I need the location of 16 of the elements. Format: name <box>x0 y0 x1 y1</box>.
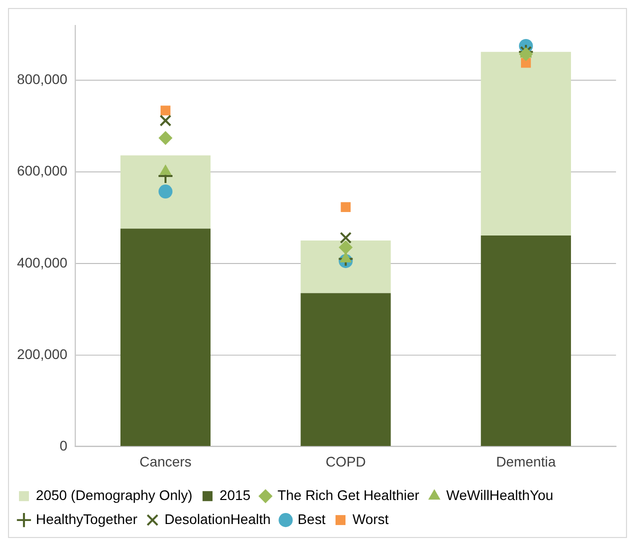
y-tick-label: 800,000 <box>17 71 68 88</box>
legend-label: WeWillHealthYou <box>446 487 554 503</box>
legend-label: 2015 <box>220 487 251 503</box>
y-tick-label: 200,000 <box>17 346 68 362</box>
legend-label: HealthyTogether <box>36 510 138 527</box>
legend-label: Worst <box>352 510 389 527</box>
legend-label: Best <box>298 510 326 527</box>
legend-label: DesolationHealth <box>164 510 271 527</box>
y-tick-label: 0 <box>60 437 68 454</box>
y-tick-label: 600,000 <box>17 162 68 179</box>
x-tick-label: COPD <box>326 454 366 470</box>
x-tick-label: Dementia <box>496 454 556 470</box>
x-tick-label: Cancers <box>140 454 192 470</box>
legend-label: The Rich Get Healthier <box>277 487 420 503</box>
legend-label: 2050 (Demography Only) <box>36 487 192 503</box>
y-tick-label: 400,000 <box>17 254 68 270</box>
